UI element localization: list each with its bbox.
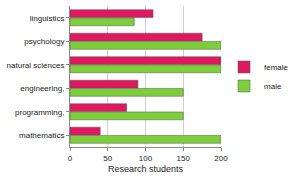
svg-text:mathematics: mathematics	[19, 131, 64, 140]
svg-text:50: 50	[103, 154, 112, 163]
svg-text:natural sciences: natural sciences	[7, 61, 65, 70]
svg-text:linguistics: linguistics	[30, 14, 65, 23]
svg-text:programming,: programming,	[15, 108, 64, 117]
svg-text:Research students: Research students	[108, 164, 184, 174]
svg-text:200: 200	[214, 154, 228, 163]
svg-text:100: 100	[139, 154, 153, 163]
svg-text:female: female	[264, 63, 289, 72]
svg-text:0: 0	[68, 154, 73, 163]
svg-text:male: male	[264, 82, 282, 91]
svg-text:150: 150	[177, 154, 191, 163]
svg-text:engineering,: engineering,	[20, 84, 64, 93]
svg-text:psychology: psychology	[24, 37, 64, 46]
